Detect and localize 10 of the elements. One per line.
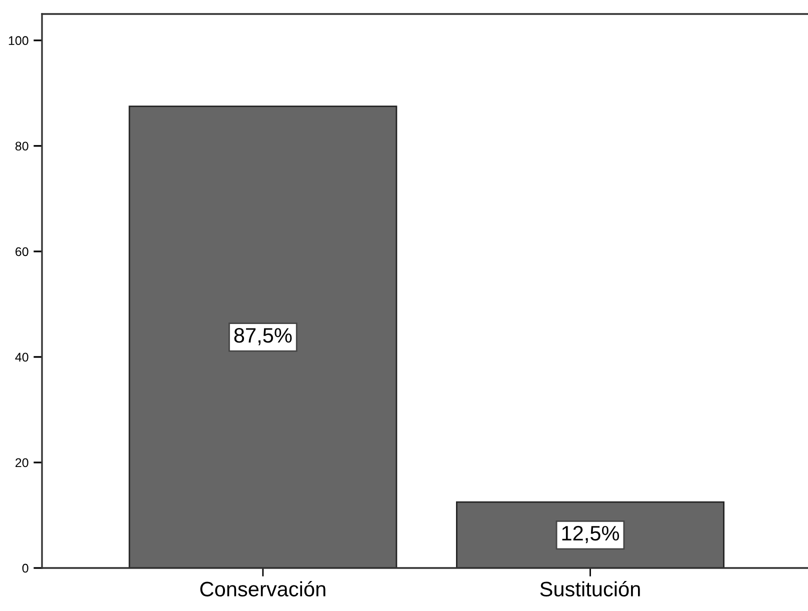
y-tick-label: 20 <box>16 458 28 468</box>
x-tick-label: Sustitución <box>540 580 640 596</box>
y-tick-label: 0 <box>22 564 28 573</box>
data-label: 87,5% <box>234 328 292 346</box>
y-tick-label: 80 <box>15 142 28 151</box>
y-tick-label: 60 <box>16 247 28 256</box>
y-tick-label: 100 <box>8 36 28 46</box>
x-tick-label: Conservación <box>200 580 326 596</box>
data-label: 12,5% <box>562 526 620 544</box>
y-tick-label: 40 <box>15 352 28 362</box>
